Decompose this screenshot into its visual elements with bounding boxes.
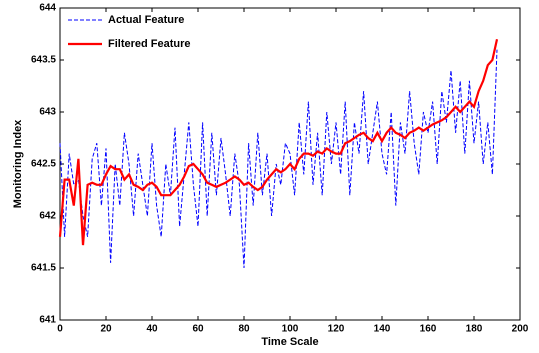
x-tick-label: 80 — [238, 324, 250, 335]
legend-label: Filtered Feature — [108, 38, 191, 50]
y-tick-label: 642 — [39, 211, 56, 222]
x-tick-label: 120 — [328, 324, 345, 335]
series-line — [59, 49, 498, 269]
y-tick-label: 642.5 — [31, 159, 56, 170]
x-tick-label: 180 — [466, 324, 483, 335]
x-tick-label: 140 — [374, 324, 391, 335]
x-tick-label: 60 — [192, 324, 204, 335]
y-tick-label: 641 — [39, 315, 56, 326]
series-line — [58, 38, 499, 246]
y-tick-label: 643 — [39, 107, 56, 118]
y-tick-label: 644 — [39, 3, 56, 14]
legend-label: Actual Feature — [108, 14, 184, 26]
y-tick-label: 641.5 — [31, 263, 56, 274]
x-axis-label: Time Scale — [261, 336, 318, 348]
x-tick-label: 0 — [57, 324, 63, 335]
y-axis-label: Monitoring Index — [12, 119, 24, 208]
x-tick-label: 160 — [420, 324, 437, 335]
x-tick-label: 20 — [100, 324, 112, 335]
x-tick-label: 200 — [512, 324, 529, 335]
y-tick-label: 643.5 — [31, 55, 56, 66]
x-tick-label: 100 — [282, 324, 299, 335]
x-tick-label: 40 — [146, 324, 158, 335]
